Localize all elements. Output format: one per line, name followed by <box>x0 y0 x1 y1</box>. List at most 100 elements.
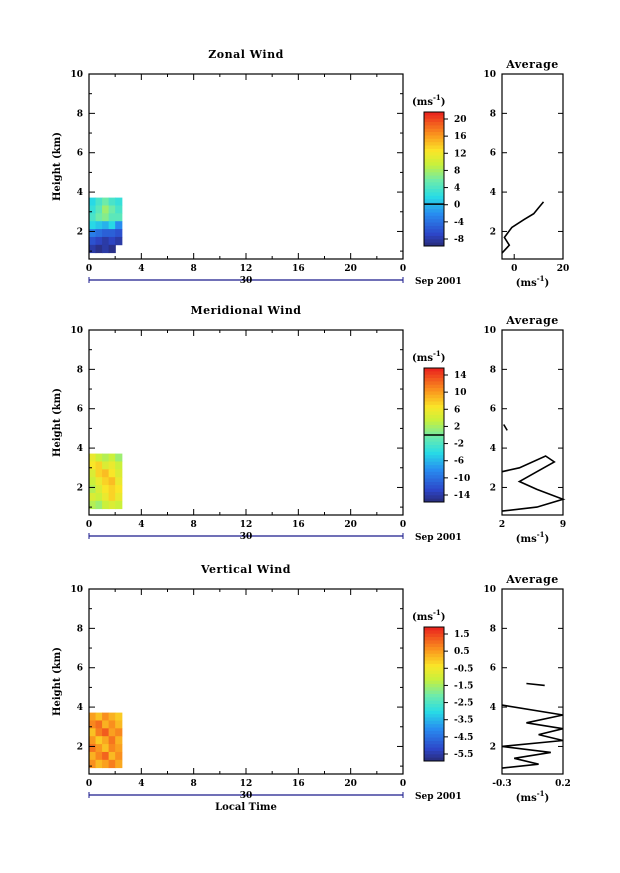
colorbar-tick-label: -10 <box>454 474 470 484</box>
average-x-label-close: ) <box>545 534 550 545</box>
heatmap-cell <box>108 500 116 510</box>
y-tick-label: 8 <box>77 365 83 375</box>
heatmap-cell <box>115 461 123 470</box>
colorbar-swatch <box>424 660 444 665</box>
y-tick-label: 2 <box>77 483 83 493</box>
colorbar-swatch <box>424 455 444 459</box>
average-x-tick-label: 0.2 <box>555 779 571 789</box>
y-tick-label: 8 <box>77 109 83 119</box>
colorbar-swatch <box>424 222 444 227</box>
colorbar-swatch <box>424 714 444 718</box>
colorbar-swatch <box>424 653 444 658</box>
heatmap-cell <box>102 492 110 502</box>
average-x-tick-label: 20 <box>557 264 570 274</box>
colorbar-swatch <box>424 630 444 635</box>
average-title: Average <box>505 314 559 327</box>
average-y-tick-label: 6 <box>490 405 496 415</box>
average-profile-segment <box>526 682 545 687</box>
average-x-tick-label: 9 <box>560 520 566 530</box>
heatmap-cell <box>115 712 123 721</box>
colorbar-swatch <box>424 225 444 230</box>
heatmap-cell <box>115 759 123 769</box>
colorbar-swatch <box>424 165 444 170</box>
colorbar-swatch <box>424 122 444 126</box>
colorbar-swatch <box>424 438 444 443</box>
colorbar-unit-text: (ms <box>412 97 433 108</box>
colorbar-swatch <box>424 378 444 382</box>
colorbar-swatch <box>424 374 444 379</box>
average-title: Average <box>505 573 559 586</box>
y-tick-label: 4 <box>77 188 83 198</box>
colorbar-swatch <box>424 643 444 648</box>
average-y-tick-label: 2 <box>490 483 496 493</box>
heatmap-cell <box>95 720 103 729</box>
date-day-label: 30 <box>240 791 253 801</box>
colorbar-swatch <box>424 388 444 392</box>
heatmap-cell <box>115 736 123 745</box>
colorbar-swatch <box>424 128 444 133</box>
colorbar-tick-label: 8 <box>454 166 460 176</box>
x-tick-label: 4 <box>138 264 144 274</box>
average-y-tick-label: 10 <box>483 326 496 336</box>
heatmap-cell <box>108 461 116 470</box>
heatmap-cell <box>95 500 103 510</box>
colorbar-swatch <box>424 239 444 244</box>
colorbar-swatch <box>424 401 444 406</box>
colorbar-swatch <box>424 148 444 153</box>
panel-title: Vertical Wind <box>200 563 291 576</box>
colorbar-swatch <box>424 495 444 500</box>
average-x-tick-label: 0 <box>511 264 517 274</box>
y-tick-label: 4 <box>77 444 83 454</box>
colorbar-swatch <box>424 138 444 143</box>
heatmap-cell <box>95 759 103 769</box>
heatmap-cell <box>95 728 103 737</box>
colorbar-swatch <box>424 468 444 473</box>
colorbar-tick-label: -5.5 <box>454 750 473 760</box>
heatmap-cell <box>115 485 123 494</box>
heatmap-cell <box>108 221 116 230</box>
colorbar-frame <box>423 111 445 247</box>
y-tick-label: 6 <box>77 664 83 674</box>
colorbar-swatch <box>424 125 444 130</box>
plot-frame <box>88 329 404 516</box>
heatmap-cell <box>108 197 116 206</box>
heatmap-cell <box>89 751 97 761</box>
heatmap-cell <box>89 712 97 721</box>
panel-title: Zonal Wind <box>208 48 284 61</box>
heatmap-cell <box>115 751 123 761</box>
average-profile-line <box>501 201 545 254</box>
average-y-tick-label: 8 <box>490 109 496 119</box>
heatmap-cell <box>89 236 97 246</box>
average-y-tick-label: 8 <box>490 365 496 375</box>
colorbar-swatch <box>424 670 444 675</box>
heatmap-cell <box>102 197 110 206</box>
colorbar-swatch <box>424 465 444 469</box>
heatmap-cell <box>102 728 110 737</box>
heatmap-cell <box>108 236 116 246</box>
colorbar-swatch <box>424 640 444 645</box>
heatmap-cell <box>102 759 110 769</box>
heatmap-cell <box>108 728 116 737</box>
colorbar-tick-label: 2 <box>454 422 460 432</box>
colorbar-tick-label: -3.5 <box>454 716 473 726</box>
x-tick-label: 16 <box>292 779 305 789</box>
colorbar-swatch <box>424 142 444 146</box>
heatmap-cell <box>115 236 123 246</box>
colorbar-swatch <box>424 172 444 177</box>
heatmap-cell <box>108 492 116 502</box>
heatmap-cell <box>115 229 123 238</box>
colorbar-unit-close: ) <box>441 612 446 623</box>
average-y-tick-label: 2 <box>490 742 496 752</box>
average-x-label-exp: -1 <box>537 530 545 539</box>
heatmap-cell <box>115 720 123 729</box>
colorbar-swatch <box>424 118 444 123</box>
colorbar-tick-label: 6 <box>454 405 460 415</box>
average-profile-line <box>501 704 564 769</box>
colorbar-swatch <box>424 411 444 416</box>
colorbar-swatch <box>424 132 444 136</box>
colorbar-swatch <box>424 757 444 762</box>
heatmap-cell <box>115 492 123 502</box>
colorbar-unit: (ms-1) <box>412 349 445 364</box>
heatmap-cell <box>108 205 116 214</box>
colorbar-swatch <box>424 747 444 752</box>
